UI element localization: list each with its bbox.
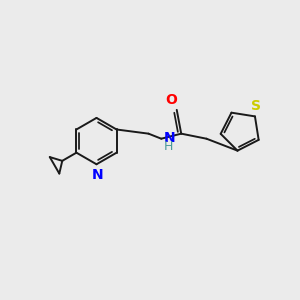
Text: H: H — [164, 140, 173, 153]
Text: S: S — [251, 99, 261, 113]
Text: N: N — [164, 130, 175, 145]
Text: N: N — [92, 168, 103, 182]
Text: O: O — [166, 93, 177, 107]
